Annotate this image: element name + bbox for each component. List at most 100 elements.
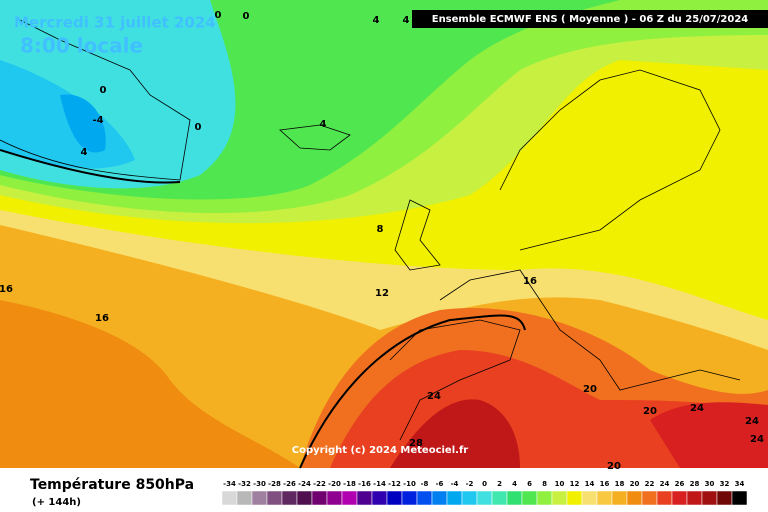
legend-tick-label: -10 xyxy=(403,480,416,488)
legend-tick-label: -14 xyxy=(373,480,386,488)
contour-label: 20 xyxy=(607,461,621,472)
legend-swatch xyxy=(686,490,703,506)
legend-swatch xyxy=(356,490,373,506)
legend-swatch xyxy=(341,490,358,506)
contour-label: 8 xyxy=(377,224,384,235)
legend-tick-label: -24 xyxy=(298,480,311,488)
legend-swatch xyxy=(311,490,328,506)
legend-tick-label: -26 xyxy=(283,480,296,488)
map-local-time: 8:00 locale xyxy=(20,34,143,58)
legend-swatch xyxy=(701,490,718,506)
legend-tick-label: 4 xyxy=(512,480,517,488)
legend-tick-label: 20 xyxy=(630,480,640,488)
legend-tick-label: 10 xyxy=(555,480,565,488)
legend-tick-label: -20 xyxy=(328,480,341,488)
legend-tick-label: 34 xyxy=(735,480,745,488)
legend-swatch xyxy=(251,490,268,506)
legend-swatch xyxy=(731,490,748,506)
legend-tick-label: -34 xyxy=(223,480,236,488)
legend-tick-label: 8 xyxy=(542,480,547,488)
contour-label: 4 xyxy=(403,15,410,26)
legend-tick-label: -16 xyxy=(358,480,371,488)
legend-tick-label: 24 xyxy=(660,480,670,488)
legend-swatch xyxy=(416,490,433,506)
legend-swatch xyxy=(596,490,613,506)
legend-tick-label: 16 xyxy=(600,480,610,488)
legend-tick-label: -32 xyxy=(238,480,251,488)
legend-tick-label: -28 xyxy=(268,480,281,488)
legend-swatch xyxy=(401,490,418,506)
legend-tick-label: 32 xyxy=(720,480,730,488)
contour-label: 4 xyxy=(320,119,327,130)
contour-label: 4 xyxy=(81,147,88,158)
contour-label: 0 xyxy=(243,11,250,22)
map-date: Mercredi 31 juillet 2024 xyxy=(14,14,216,32)
legend-tick-label: -2 xyxy=(466,480,474,488)
contour-label: 20 xyxy=(583,384,597,395)
legend-tick-label: 14 xyxy=(585,480,595,488)
legend-tick-label: 30 xyxy=(705,480,715,488)
legend-tick-label: 18 xyxy=(615,480,625,488)
contour-label: 28 xyxy=(409,438,423,449)
legend-tick-label: 12 xyxy=(570,480,580,488)
legend-swatch xyxy=(521,490,538,506)
legend-swatch xyxy=(431,490,448,506)
legend-swatch xyxy=(641,490,658,506)
legend-swatch xyxy=(626,490,643,506)
contour-label: 0 xyxy=(215,10,222,21)
legend-tick-label: 28 xyxy=(690,480,700,488)
legend-swatch xyxy=(296,490,313,506)
legend-swatch xyxy=(326,490,343,506)
legend-tick-label: -4 xyxy=(451,480,459,488)
legend: Température 850hPa (+ 144h) -34 -32 -30 -28… xyxy=(30,477,748,508)
legend-tick-label: 26 xyxy=(675,480,685,488)
legend-swatch xyxy=(461,490,478,506)
contour-label: 24 xyxy=(427,391,441,402)
legend-tick-label: -18 xyxy=(343,480,356,488)
contour-label: 24 xyxy=(745,416,759,427)
legend-swatch xyxy=(221,490,238,506)
legend-swatch xyxy=(266,490,283,506)
contour-label: 16 xyxy=(523,276,537,287)
legend-swatch xyxy=(716,490,733,506)
map: Mercredi 31 juillet 2024 8:00 locale Ens… xyxy=(0,0,768,472)
legend-lead-time: (+ 144h) xyxy=(32,497,81,508)
legend-swatch xyxy=(506,490,523,506)
legend-swatch xyxy=(671,490,688,506)
legend-tick-label: 0 xyxy=(482,480,487,488)
legend-tick-label: -12 xyxy=(388,480,401,488)
contour-label: -4 xyxy=(92,115,103,126)
contour-label: 0 xyxy=(100,85,107,96)
contour-label: 16 xyxy=(0,284,13,295)
contour-label: 4 xyxy=(373,15,380,26)
contour-label: 12 xyxy=(375,288,389,299)
contour-label: 20 xyxy=(643,406,657,417)
legend-swatch xyxy=(281,490,298,506)
legend-swatch xyxy=(371,490,388,506)
legend-swatch xyxy=(236,490,253,506)
legend-tick-label: 22 xyxy=(645,480,655,488)
legend-swatch xyxy=(581,490,598,506)
legend-swatch xyxy=(551,490,568,506)
model-run: Ensemble ECMWF ENS ( Moyenne ) - 06 Z du… xyxy=(432,14,749,25)
legend-tick-label: -6 xyxy=(436,480,444,488)
legend-tick-label: 6 xyxy=(527,480,532,488)
legend-tick-label: 2 xyxy=(497,480,502,488)
legend-swatch xyxy=(566,490,583,506)
contour-label: 0 xyxy=(195,122,202,133)
contour-label: 16 xyxy=(95,313,109,324)
copyright: Copyright (c) 2024 Meteociel.fr xyxy=(292,445,469,456)
legend-tick-label: -30 xyxy=(253,480,266,488)
legend-swatch xyxy=(536,490,553,506)
legend-swatch xyxy=(491,490,508,506)
header-box xyxy=(412,10,768,28)
legend-swatch xyxy=(386,490,403,506)
legend-title: Température 850hPa xyxy=(30,477,194,493)
legend-swatch xyxy=(656,490,673,506)
legend-tick-label: -8 xyxy=(421,480,429,488)
contour-label: 24 xyxy=(690,403,704,414)
legend-tick-label: -22 xyxy=(313,480,326,488)
legend-swatch xyxy=(446,490,463,506)
contour-label: 24 xyxy=(750,434,764,445)
